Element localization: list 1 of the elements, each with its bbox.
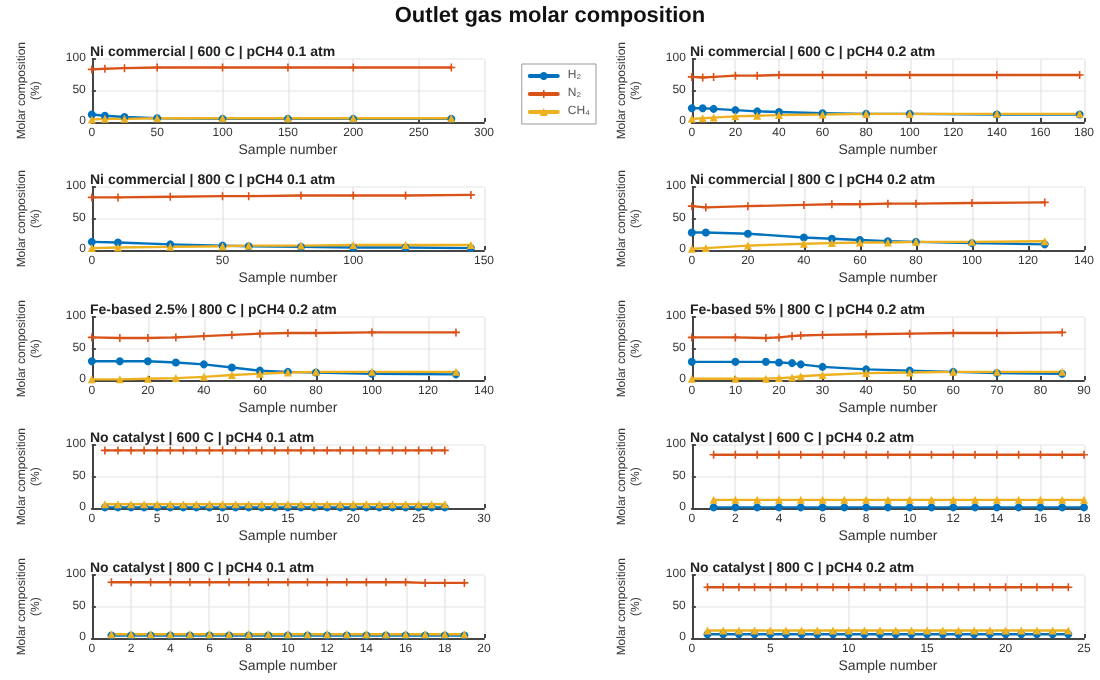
text: Outlet gas molar composition [392, 4, 708, 28]
